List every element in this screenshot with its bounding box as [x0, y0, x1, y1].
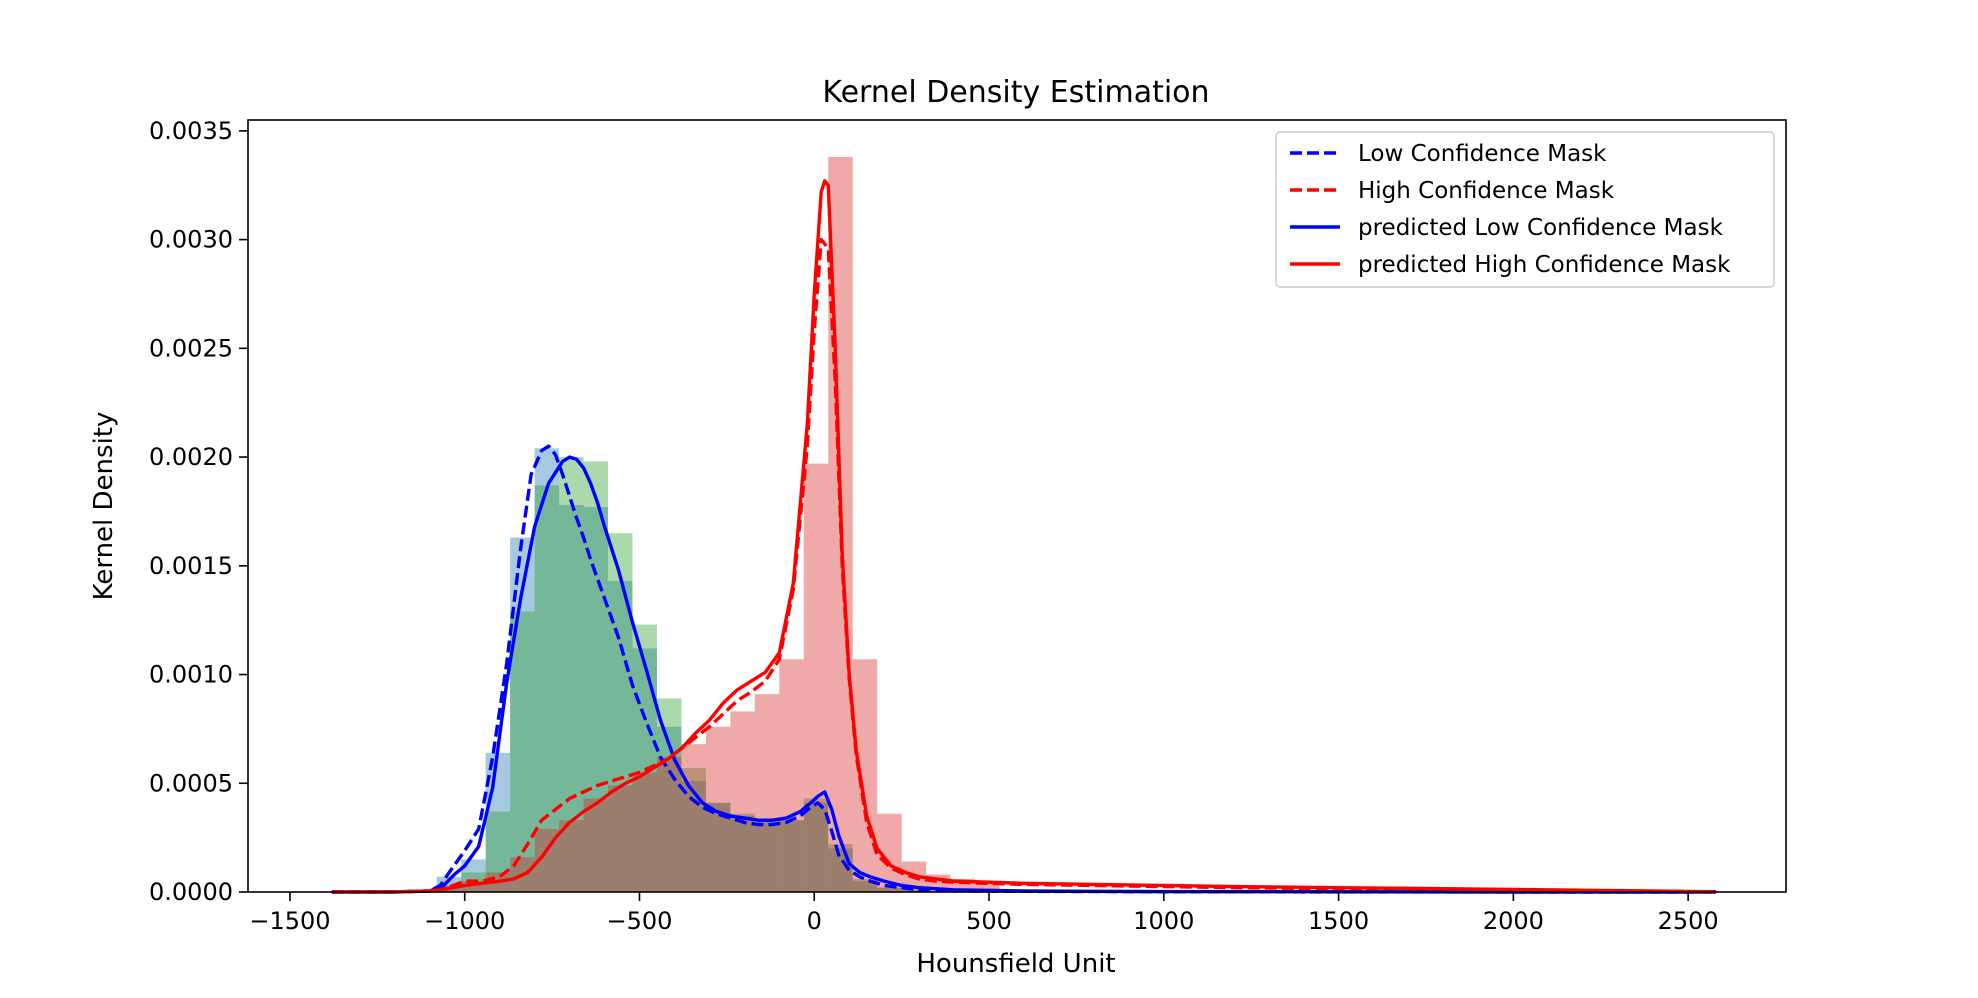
x-tick-label: 1500: [1308, 907, 1369, 935]
series-layer: [331, 179, 1717, 894]
plot-frame: [247, 119, 1787, 893]
histogram-1-bar-15: [803, 798, 829, 892]
y-tick-label: 0.0025: [149, 334, 233, 362]
histogram-2-bar-13: [754, 694, 780, 892]
y-tick-label: 0.0000: [149, 878, 233, 906]
histogram-0-bar-17: [852, 881, 878, 892]
x-tick-label: 500: [966, 907, 1012, 935]
histogram-0-bar-19: [901, 889, 927, 892]
histogram-2-bar-14: [779, 659, 804, 892]
histogram-1-bar-18: [877, 887, 902, 892]
histogram-2-bar-5: [559, 820, 584, 892]
histogram-1-bar-14: [779, 820, 804, 892]
histogram-layer: [436, 156, 1000, 893]
histogram-0-bar-18: [877, 887, 902, 892]
x-tick-label: −500: [607, 907, 673, 935]
histogram-2-bar-12: [730, 711, 755, 892]
x-tick-label: −1000: [424, 907, 505, 935]
kde-line-3: [331, 179, 1717, 894]
legend-label-2: predicted Low Confidence Mask: [1358, 215, 1724, 241]
histogram-0-bar-14: [779, 820, 804, 892]
chart-title: Kernel Density Estimation: [822, 75, 1209, 110]
histogram-2-bar-6: [583, 798, 609, 892]
x-axis-label: Hounsfield Unit: [916, 949, 1115, 979]
histogram-2-bar-1: [461, 881, 486, 892]
histogram-1-bar-13: [754, 820, 780, 892]
histogram-1-bar-19: [901, 889, 927, 892]
histogram-2-bar-7: [608, 785, 633, 892]
kde-line-0: [331, 444, 1717, 894]
legend-label-0: Low Confidence Mask: [1358, 141, 1607, 167]
histogram-2-bar-10: [681, 744, 706, 892]
y-tick-label: 0.0030: [149, 226, 233, 254]
y-tick-label: 0.0020: [149, 443, 233, 471]
y-tick-label: 0.0005: [149, 769, 233, 797]
y-tick-label: 0.0035: [149, 117, 233, 145]
histogram-1-bar-3: [510, 611, 535, 892]
x-tick-label: 2500: [1658, 907, 1719, 935]
y-tick-label: 0.0010: [149, 661, 233, 689]
legend-label-1: High Confidence Mask: [1358, 178, 1615, 204]
x-tick-label: 2000: [1483, 907, 1544, 935]
kde-line-2: [331, 455, 1717, 894]
histogram-2-bar-9: [656, 757, 682, 892]
histogram-1-bar-7: [608, 533, 633, 892]
y-axis: 0.0000 0.0005 0.0010 0.0015 0.0020 0.0025 0.00…: [149, 117, 248, 906]
x-tick-label: 1000: [1133, 907, 1194, 935]
histogram-2-bar-8: [632, 772, 657, 892]
legend-label-3: predicted High Confidence Mask: [1358, 252, 1731, 278]
x-axis: −1500 −1000 −500 0 500 1000 1500 2000 2500: [249, 892, 1719, 935]
histogram-1-bar-9: [656, 698, 682, 892]
histogram-1-bar-6: [583, 461, 609, 892]
y-tick-label: 0.0015: [149, 552, 233, 580]
legend: Low Confidence Mask High Confidence Mask p…: [1275, 131, 1775, 288]
histogram-2-bar-15: [803, 463, 829, 892]
x-tick-label: 0: [807, 907, 822, 935]
histogram-0-bar-7: [608, 581, 633, 892]
histogram-1-bar-12: [730, 813, 755, 892]
histogram-2-bar-22: [975, 881, 1000, 892]
histogram-0-bar-13: [754, 822, 780, 892]
histogram-0-bar-12: [730, 815, 755, 892]
histogram-1-bar-10: [681, 768, 706, 892]
histogram-2-bar-17: [852, 659, 878, 892]
x-tick-label: −1500: [249, 907, 330, 935]
histogram-0-bar-9: [656, 726, 682, 892]
y-axis-label: Kernel Density: [89, 412, 119, 601]
histogram-1-bar-4: [534, 485, 560, 892]
histogram-0-bar-15: [803, 802, 829, 892]
legend-box: [1275, 131, 1775, 288]
